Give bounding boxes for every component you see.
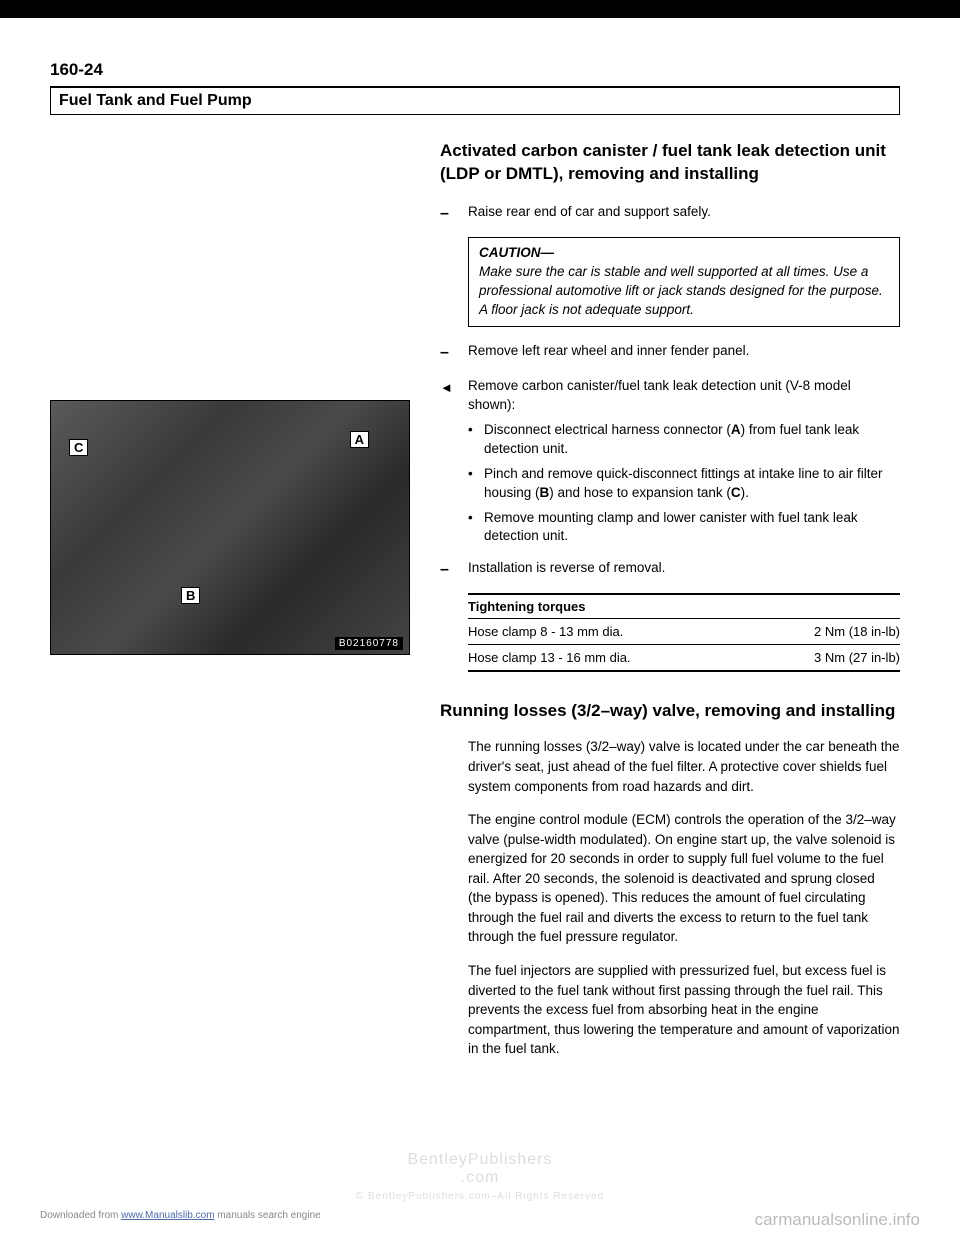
torque-row-label: Hose clamp 13 - 16 mm dia.: [468, 650, 631, 665]
step-4: Installation is reverse of removal.: [440, 558, 900, 581]
figure-label-b: B: [181, 587, 200, 604]
subsection-title: Running losses (3/2–way) valve, removing…: [440, 700, 900, 723]
step-3-body: Remove carbon canister/fuel tank leak de…: [468, 376, 900, 546]
paragraph-1: The running losses (3/2–way) valve is lo…: [468, 737, 900, 796]
step-1: Raise rear end of car and support safely…: [440, 202, 900, 225]
torque-row-label: Hose clamp 8 - 13 mm dia.: [468, 624, 623, 639]
paragraph-3: The fuel injectors are supplied with pre…: [468, 961, 900, 1059]
b2-ref1: B: [540, 485, 550, 500]
sub-bullet-1-text: Disconnect electrical harness connector …: [484, 421, 900, 459]
torque-row: Hose clamp 13 - 16 mm dia. 3 Nm (27 in-l…: [468, 645, 900, 672]
figure-photo: C A B B02160778: [50, 400, 410, 655]
sub-bullet-3-text: Remove mounting clamp and lower canister…: [484, 509, 900, 547]
bullet-marker: [468, 509, 484, 547]
step-1-text: Raise rear end of car and support safely…: [468, 202, 900, 225]
sub-bullet-2-text: Pinch and remove quick-disconnect fittin…: [484, 465, 900, 503]
figure-reference-number: B02160778: [335, 637, 403, 650]
watermark-center: BentleyPublishers .com © BentleyPublishe…: [356, 1151, 604, 1204]
torque-row-value: 3 Nm (27 in-lb): [814, 650, 900, 665]
footer-manualslib-link[interactable]: www.Manualslib.com: [121, 1210, 214, 1221]
watermark-line1: BentleyPublishers: [407, 1151, 552, 1168]
figure-label-c: C: [69, 439, 88, 456]
step-marker-dash: [440, 202, 468, 225]
torque-row-value: 2 Nm (18 in-lb): [814, 624, 900, 639]
top-black-bar: [0, 0, 960, 18]
bullet-marker: [468, 465, 484, 503]
section-header-text: Fuel Tank and Fuel Pump: [59, 92, 252, 109]
footer-right-watermark: carmanualsonline.info: [755, 1210, 920, 1230]
watermark-line2: .com: [461, 1169, 500, 1186]
step-marker-dash: [440, 558, 468, 581]
right-column: Activated carbon canister / fuel tank le…: [440, 140, 900, 1073]
b1-ref: A: [731, 422, 741, 437]
b2-post: ).: [741, 485, 749, 500]
footer-left-pre: Downloaded from: [40, 1210, 121, 1221]
b2-ref2: C: [731, 485, 741, 500]
caution-box: CAUTION Make sure the car is stable and …: [468, 237, 900, 327]
sub-bullet-3: Remove mounting clamp and lower canister…: [468, 509, 900, 547]
torque-header: Tightening torques: [468, 593, 900, 619]
caution-label: CAUTION: [479, 245, 554, 260]
step-3: Remove carbon canister/fuel tank leak de…: [440, 376, 900, 546]
step-marker-dash: [440, 341, 468, 364]
footer-left: Downloaded from www.Manualslib.com manua…: [40, 1210, 321, 1230]
caution-text: Make sure the car is stable and well sup…: [479, 264, 883, 317]
page-footer: Downloaded from www.Manualslib.com manua…: [0, 1210, 960, 1230]
section-header-box: Fuel Tank and Fuel Pump: [50, 86, 900, 115]
paragraph-2: The engine control module (ECM) controls…: [468, 810, 900, 947]
page-number: 160-24: [50, 60, 103, 80]
procedure-title: Activated carbon canister / fuel tank le…: [440, 140, 900, 186]
footer-left-post: manuals search engine: [215, 1210, 321, 1221]
bullet-marker: [468, 421, 484, 459]
torque-table: Tightening torques Hose clamp 8 - 13 mm …: [468, 593, 900, 672]
step-2-text: Remove left rear wheel and inner fender …: [468, 341, 900, 364]
step-2: Remove left rear wheel and inner fender …: [440, 341, 900, 364]
sub-bullet-2: Pinch and remove quick-disconnect fittin…: [468, 465, 900, 503]
step-4-text: Installation is reverse of removal.: [468, 558, 900, 581]
b1-pre: Disconnect electrical harness connector …: [484, 422, 731, 437]
step-marker-triangle: [440, 376, 468, 546]
torque-row: Hose clamp 8 - 13 mm dia. 2 Nm (18 in-lb…: [468, 619, 900, 645]
sub-bullet-1: Disconnect electrical harness connector …: [468, 421, 900, 459]
figure-label-a: A: [350, 431, 369, 448]
step-3-intro: Remove carbon canister/fuel tank leak de…: [468, 378, 851, 413]
left-column: C A B B02160778: [50, 140, 440, 1073]
content-area: C A B B02160778 Activated carbon caniste…: [50, 140, 900, 1073]
b2-mid: ) and hose to expansion tank (: [549, 485, 731, 500]
watermark-copyright: © BentleyPublishers.com–All Rights Reser…: [356, 1191, 604, 1202]
